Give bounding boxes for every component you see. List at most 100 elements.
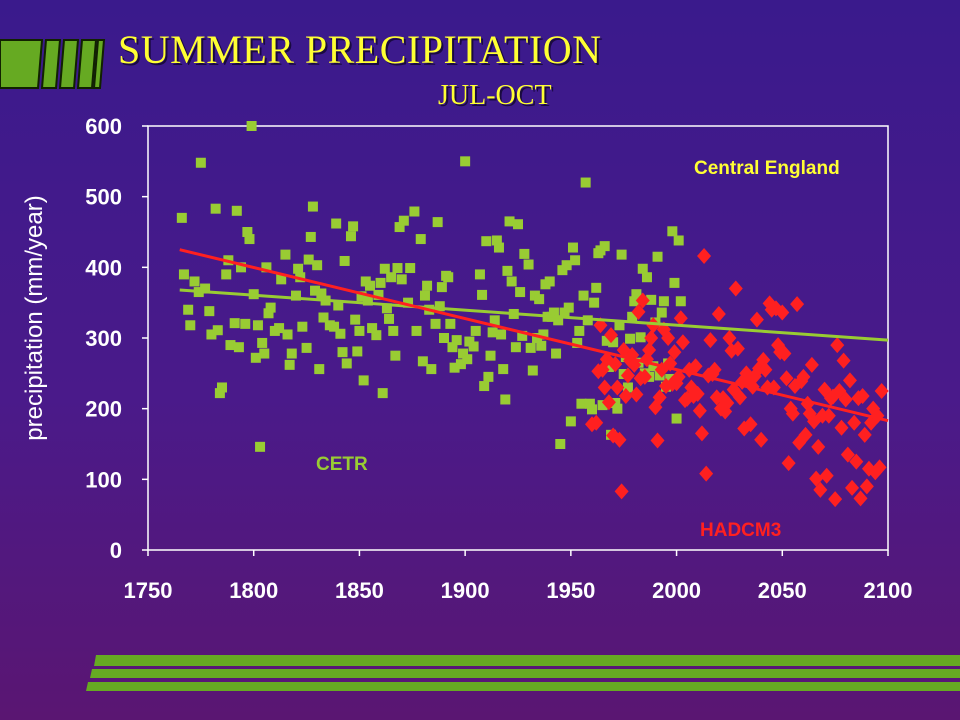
cetr-point [318,312,329,323]
cetr-point [462,354,473,365]
cetr-point [483,371,494,382]
cetr-point [616,249,627,260]
cetr-point [398,215,409,226]
cetr-point [534,294,545,305]
cetr-point [489,315,500,326]
cetr-point [381,303,392,314]
cetr-point [392,263,403,274]
hadcm3-point [743,416,758,433]
hadcm3-point [733,389,747,406]
hadcm3-point [777,345,792,362]
hadcm3-point [830,337,845,354]
cetr-point [312,260,323,271]
cetr-point [250,352,261,363]
cetr-point [563,302,574,313]
y-tick-label: 300 [85,326,122,351]
cetr-point [210,203,221,214]
cetr-point [675,296,686,307]
cetr-point [297,321,308,332]
cetr-point [551,348,562,359]
hadcm3-point [589,414,604,431]
cetr-point [426,364,437,375]
hadcm3-point [836,352,851,369]
cetr-point [403,297,414,308]
hadcm3-point [692,402,707,419]
y-tick-label: 0 [110,538,122,563]
hadcm3-point [637,368,652,385]
x-tick-label: 1950 [546,578,595,603]
cetr-point [335,328,346,339]
x-tick-label: 1750 [124,578,173,603]
cetr-point [217,382,227,393]
hadcm3-point [694,425,709,442]
hadcm3-point [618,387,633,404]
hadcm3-point [804,356,819,373]
hadcm3-point [635,292,650,309]
cetr-point [500,394,511,405]
cetr-point [339,255,350,266]
x-tick-label: 2050 [758,578,807,603]
hadcm3-point [842,372,857,389]
cetr-point [358,375,369,386]
cetr-point [185,320,196,331]
hadcm3-point [796,368,811,385]
hadcm3-point [720,395,735,412]
hadcm3-point [872,459,887,476]
hadcm3-point [847,414,862,431]
hadcm3-point [673,310,688,327]
hadcm3-point [838,391,853,408]
hadcm3-point [675,334,690,351]
hadcm3-point [779,370,794,387]
cetr-point [548,307,559,318]
logo-stripes-icon [0,39,106,89]
cetr-point [333,300,344,311]
hadcm3-point [652,389,667,406]
cetr-point [496,329,507,340]
hadcm3-point [629,386,644,403]
cetr-point [259,348,270,359]
cetr-point [599,241,610,252]
cetr-point [597,400,608,411]
cetr-point [337,347,348,358]
hadcm3-point [813,481,828,498]
hadcm3-point [620,367,635,384]
hadcm3-point [699,465,714,482]
hadcm3-point [688,358,703,375]
cetr-point [646,294,657,305]
hadcm3-series [585,248,889,508]
cetr-point [316,288,327,299]
cetr-point [386,272,397,283]
cetr-point [654,370,665,381]
cetr-point [455,359,466,370]
x-axis: 1750 1800 1850 1900 1950 2000 2050 2100 [124,550,912,603]
cetr-point [345,231,356,242]
cetr-point [341,358,352,369]
cetr-point [498,364,509,375]
cetr-point [504,216,515,227]
cetr-point [384,313,395,324]
cetr-point [189,276,200,287]
cetr-point [434,301,445,312]
hadcm3-point [667,344,682,361]
cetr-point [365,280,375,291]
cetr-point [513,219,523,230]
cetr-point [614,320,625,331]
cetr-point [648,361,659,372]
cetr-point [536,340,547,351]
hadcm3-point [703,332,718,349]
hadcm3-point [707,361,722,378]
cetr-point [561,260,572,271]
x-tick-label: 1800 [229,578,278,603]
hadcm3-point [798,426,813,443]
cetr-point [491,235,502,246]
cetr-point [570,255,581,266]
cetr-trendline [179,288,889,342]
cetr-point [261,262,272,273]
hadcm3-point [730,340,745,357]
cetr-point [517,330,528,341]
cetr-point [487,327,498,338]
cetr-point [667,226,678,237]
cetr-point [244,234,255,245]
cetr-point [430,318,441,329]
cetr-point [377,388,388,399]
